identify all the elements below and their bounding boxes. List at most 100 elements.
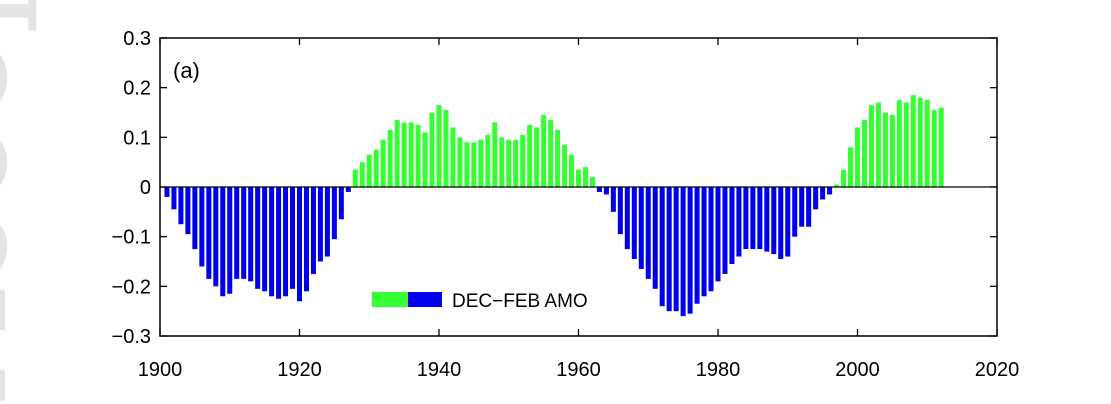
legend-label: DEC−FEB AMO [452,291,588,312]
bar-1911 [234,187,240,279]
bar-1943 [457,137,463,187]
x-tick-label: 2000 [835,359,880,381]
x-tick-label: 1900 [138,359,183,381]
bar-1909 [220,187,226,297]
bar-1914 [255,187,261,289]
bar-1942 [450,127,456,187]
bar-1977 [694,187,700,304]
bar-1961 [582,167,588,187]
bar-1917 [276,187,282,299]
bar-1992 [799,187,805,227]
x-tick-label: 1960 [556,359,601,381]
bar-1975 [680,187,686,317]
bar-1919 [290,187,296,289]
bar-1905 [192,187,198,250]
axis-ticks [159,37,998,337]
y-tick-label: −0.2 [112,276,151,298]
bar-1955 [541,114,547,187]
bar-1965 [610,187,616,212]
bar-1925 [331,187,337,240]
legend-swatch-positive [372,292,408,307]
y-tick-label: 0.3 [123,28,151,50]
bar-1910 [227,187,233,294]
bar-1906 [199,187,205,267]
bar-1974 [673,187,679,312]
bar-1964 [603,187,609,195]
bar-1935 [401,122,407,187]
bar-1923 [317,187,323,262]
bar-1966 [617,187,623,235]
bar-1994 [813,187,819,210]
watermark-text: Accepted [0,0,41,401]
bar-1982 [729,187,735,264]
bar-1950 [506,139,512,187]
bar-1918 [283,187,289,297]
bar-1958 [562,144,568,187]
bar-1953 [527,124,533,187]
bar-1930 [366,154,372,187]
bar-1936 [408,122,414,187]
bar-1952 [520,134,526,187]
bar-1980 [715,187,721,282]
bar-1954 [534,127,540,187]
bar-1947 [485,134,491,187]
y-tick-label: 0 [140,177,151,199]
bar-2012 [938,107,944,187]
bar-1944 [464,142,470,187]
bar-1941 [443,110,449,187]
legend: DEC−FEB AMO [372,291,588,312]
bar-1948 [492,122,498,187]
bars [164,95,944,317]
bar-1957 [555,129,561,187]
bar-1963 [596,187,602,192]
bar-1993 [806,187,812,227]
bar-1960 [575,169,582,187]
bar-1901 [164,187,170,197]
bar-1956 [548,119,554,187]
bar-1983 [736,187,742,257]
bar-1913 [248,187,254,282]
x-tick-label: 2020 [975,359,1020,381]
bar-1973 [666,187,672,312]
bar-1924 [324,187,330,257]
bar-1937 [415,124,421,187]
bar-1940 [436,105,442,187]
x-tick-label: 1940 [417,359,462,381]
bar-1962 [589,177,595,187]
bar-1932 [380,139,386,187]
y-axis-tick-labels: 0.3 0.2 0.1 0 −0.1 −0.2 −0.3 [112,28,151,348]
bar-1968 [631,187,637,260]
bar-1979 [708,187,714,292]
bar-1976 [687,187,693,314]
bar-2001 [861,119,867,187]
bar-2000 [854,127,861,187]
bar-1921 [303,187,309,292]
bar-1981 [722,187,728,274]
bar-1912 [241,187,247,279]
y-tick-label: 0.1 [123,127,151,149]
bar-1986 [757,187,763,250]
bar-1949 [499,137,505,187]
bar-1904 [185,187,191,235]
bar-1929 [359,162,365,187]
x-axis-tick-labels: 1900 1920 1940 1960 1980 2000 2020 [138,359,1020,381]
bar-1997 [834,184,840,187]
bar-1928 [352,169,358,187]
bar-1999 [848,147,854,187]
bar-2008 [910,95,916,187]
bar-1926 [338,187,344,220]
bar-1907 [206,187,212,279]
bar-1984 [743,187,749,250]
bar-2003 [875,102,881,187]
bar-2006 [896,100,902,187]
bar-1959 [569,154,575,187]
bar-1939 [429,112,435,187]
bar-1989 [778,187,784,260]
bar-2007 [903,102,909,187]
bar-1970 [645,187,651,279]
bar-1903 [178,187,184,225]
bar-1971 [652,187,658,289]
bar-1908 [213,187,219,287]
bar-1938 [422,132,428,187]
